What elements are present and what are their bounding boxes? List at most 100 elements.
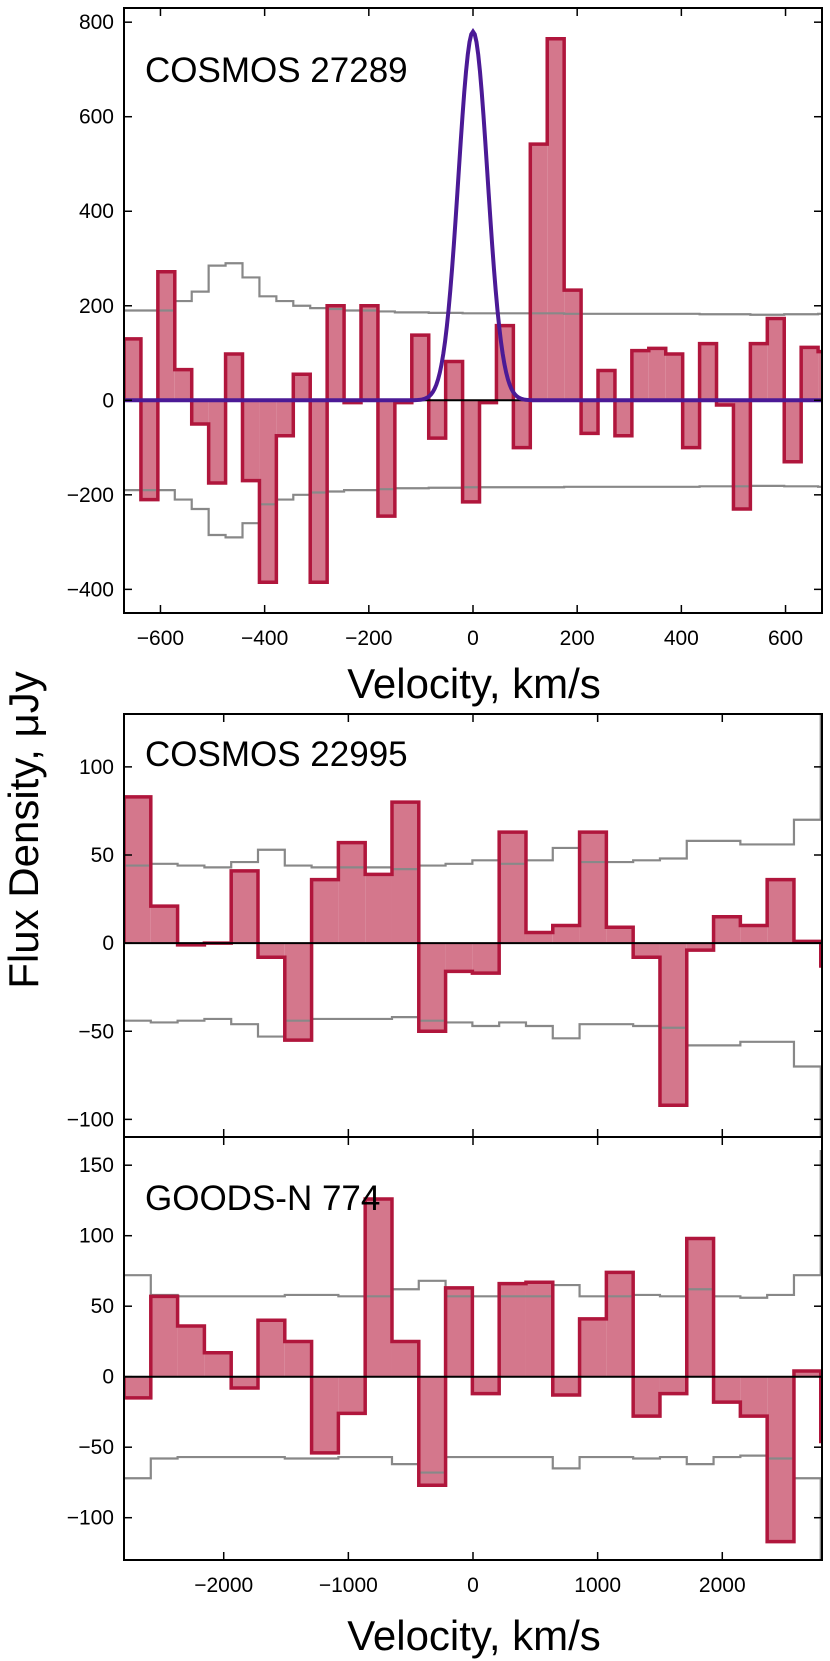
flux-bar	[579, 1318, 607, 1377]
flux-bar	[231, 1376, 258, 1388]
gaussian-fit-line	[124, 28, 822, 403]
y-tick-label: 100	[79, 756, 114, 779]
flux-step-line	[124, 36, 822, 585]
flux-bar	[659, 1376, 687, 1394]
flux-bar	[361, 305, 378, 401]
flux-bar	[606, 927, 634, 944]
flux-bar	[391, 1341, 419, 1377]
flux-bar	[208, 400, 226, 484]
flux-bar	[564, 290, 582, 401]
flux-bar	[445, 943, 473, 972]
flux-bar	[631, 350, 649, 401]
flux-bar	[365, 874, 392, 944]
panel-cosmos-27289: −400 −200 0 200 400 600 800 −600 −400 −200 0 200 400…	[67, 7, 823, 707]
flux-bar	[499, 1283, 526, 1377]
flux-bar	[242, 400, 260, 481]
flux-bar	[784, 400, 802, 462]
flux-bar	[445, 1287, 473, 1377]
y-tick-label: 200	[79, 295, 114, 318]
flux-bar	[740, 925, 768, 944]
flux-bar	[124, 1376, 151, 1398]
flux-bar	[579, 832, 607, 944]
y-tick-label: 150	[79, 1154, 114, 1177]
flux-bar	[552, 925, 580, 944]
flux-bar	[391, 802, 419, 944]
x-axis-title-bottom: Velocity, km/s	[347, 1612, 601, 1659]
flux-bar	[750, 343, 768, 401]
y-tick-label: 100	[79, 1225, 114, 1248]
flux-bar	[699, 343, 717, 401]
flux-bar	[552, 1376, 580, 1396]
x-tick-label: 1000	[574, 1574, 621, 1597]
flux-bar	[293, 374, 311, 401]
x-tick-label: −400	[241, 627, 288, 650]
flux-bar	[525, 1282, 553, 1377]
flux-bar	[191, 400, 209, 424]
panel-cosmos-22995: −100 −50 0 50 100 COSMOS 22995	[67, 713, 823, 1138]
y-tick-label: 50	[91, 1295, 114, 1318]
x-tick-label: 400	[664, 627, 699, 650]
y-tick-label: 400	[79, 200, 114, 223]
flux-step-line	[124, 795, 822, 1108]
flux-bar	[150, 1296, 178, 1377]
y-tick-label: −100	[67, 1507, 114, 1530]
x-tick-label: −600	[137, 627, 184, 650]
flux-bar	[659, 943, 687, 1106]
flux-bar	[257, 1320, 285, 1377]
flux-bar	[513, 400, 531, 448]
flux-bar	[713, 916, 741, 944]
flux-bar	[606, 1272, 634, 1377]
flux-bar	[801, 347, 819, 401]
noise-upper-line	[124, 714, 822, 871]
y-tick-label: 0	[102, 389, 114, 412]
flux-bar	[174, 369, 192, 401]
panel-title-cosmos-27289: COSMOS 27289	[145, 51, 408, 90]
flux-bar	[767, 879, 794, 944]
flux-bar	[311, 879, 339, 944]
flux-bar	[614, 400, 632, 436]
flux-bar	[327, 305, 345, 401]
y-tick-label: −50	[78, 1436, 114, 1459]
flux-bar	[733, 400, 751, 510]
flux-bar	[525, 932, 553, 944]
flux-bar	[310, 400, 328, 583]
x-tick-label: 200	[560, 627, 595, 650]
flux-bar	[150, 906, 178, 944]
flux-bar	[411, 335, 429, 401]
flux-bar	[499, 832, 526, 944]
y-tick-label: 0	[102, 932, 114, 955]
y-tick-label: 800	[79, 11, 114, 34]
flux-bar	[581, 400, 599, 434]
x-axis-title-top: Velocity, km/s	[347, 660, 601, 707]
flux-bar	[124, 796, 151, 944]
flux-bar	[418, 943, 446, 1032]
flux-bar	[157, 271, 175, 401]
y-tick-label: 0	[102, 1366, 114, 1389]
flux-bar	[767, 318, 785, 401]
flux-bar	[276, 400, 294, 436]
y-tick-label: −200	[67, 484, 114, 507]
flux-bar	[257, 943, 285, 958]
flux-bar	[682, 400, 700, 448]
panel-goods-n-774: −100 −50 0 50 100 150 −2000 −1000 0 1000 2000 GOOD…	[67, 1136, 823, 1659]
flux-bar	[445, 361, 463, 401]
flux-bar	[713, 1376, 741, 1403]
flux-bar	[716, 400, 734, 406]
flux-bar	[472, 1376, 500, 1394]
noise-lower-line	[124, 1016, 822, 1137]
panel-title-cosmos-22995: COSMOS 22995	[145, 735, 408, 774]
flux-bar	[140, 400, 158, 500]
noise-lower-line	[124, 1454, 822, 1560]
y-tick-label: −100	[67, 1108, 114, 1131]
x-tick-label: 600	[768, 627, 803, 650]
flux-bar	[633, 1376, 660, 1417]
x-tick-label: −2000	[194, 1574, 253, 1597]
axes-frame	[123, 7, 823, 614]
flux-bar	[547, 38, 565, 401]
x-tick-label: 2000	[699, 1574, 746, 1597]
flux-bar	[530, 144, 548, 401]
flux-bar	[418, 1376, 446, 1486]
y-tick-label: −50	[78, 1020, 114, 1043]
x-tick-label: −200	[345, 627, 392, 650]
